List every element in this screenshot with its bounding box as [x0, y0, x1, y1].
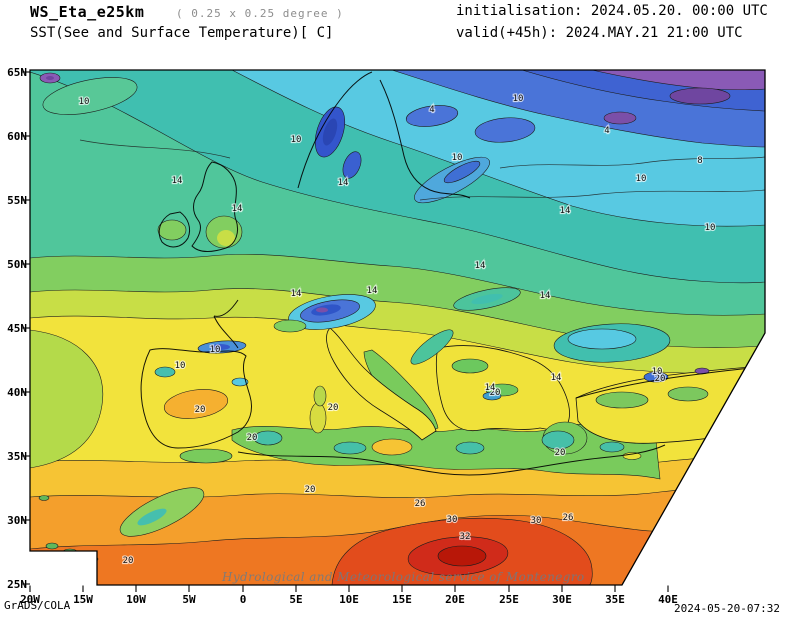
svg-text:4: 4 — [429, 105, 434, 115]
svg-text:14: 14 — [560, 206, 571, 216]
model-title: WS_Eta_e25km — [30, 3, 145, 21]
svg-text:20W: 20W — [20, 593, 40, 606]
svg-text:10: 10 — [452, 153, 463, 163]
svg-text:20: 20 — [328, 403, 339, 413]
svg-text:20: 20 — [305, 485, 316, 495]
svg-text:5W: 5W — [182, 593, 196, 606]
svg-text:4: 4 — [604, 126, 609, 136]
svg-text:14: 14 — [232, 204, 243, 214]
svg-text:5E: 5E — [289, 593, 302, 606]
svg-text:20: 20 — [655, 374, 666, 384]
svg-text:14: 14 — [291, 289, 302, 299]
svg-text:14: 14 — [172, 176, 183, 186]
axis-ticks — [22, 71, 669, 592]
svg-text:10: 10 — [513, 94, 524, 104]
svg-text:10: 10 — [79, 97, 90, 107]
svg-text:20: 20 — [555, 448, 566, 458]
axis-labels: 20W 15W 10W 5W 0 5E 10E 15E 20E 25E 30E 35E 40E 65N 60… — [7, 66, 678, 606]
coastlines — [140, 71, 765, 476]
svg-text:60N: 60N — [7, 130, 27, 143]
svg-text:20: 20 — [490, 388, 501, 398]
svg-text:55N: 55N — [7, 194, 27, 207]
svg-text:32: 32 — [460, 532, 471, 542]
svg-text:30: 30 — [447, 515, 458, 525]
svg-text:10: 10 — [210, 345, 221, 355]
svg-text:14: 14 — [367, 286, 378, 296]
initialisation-time: initialisation: 2024.05.20. 00:00 UTC — [456, 3, 768, 19]
grads-credit: GrADS/COLA — [4, 599, 71, 612]
svg-text:26: 26 — [563, 513, 574, 523]
svg-text:25E: 25E — [499, 593, 519, 606]
svg-text:10: 10 — [291, 135, 302, 145]
svg-text:10: 10 — [175, 361, 186, 371]
svg-text:30E: 30E — [552, 593, 572, 606]
svg-text:25N: 25N — [7, 578, 27, 591]
svg-text:15W: 15W — [73, 593, 93, 606]
svg-text:14: 14 — [485, 383, 496, 393]
model-resolution: ( 0.25 x 0.25 degree ) — [176, 7, 344, 20]
svg-text:10: 10 — [652, 367, 663, 377]
svg-text:15E: 15E — [392, 593, 412, 606]
svg-text:20: 20 — [195, 405, 206, 415]
svg-text:30: 30 — [531, 516, 542, 526]
generation-timestamp: 2024-05-20-07:32 — [674, 602, 780, 615]
svg-text:14: 14 — [338, 178, 349, 188]
valid-time: valid(+45h): 2024.MAY.21 21:00 UTC — [456, 25, 743, 41]
svg-text:14: 14 — [551, 373, 562, 383]
watermark: Hydrological and Meteorological service … — [222, 570, 585, 584]
svg-text:10E: 10E — [339, 593, 359, 606]
svg-text:40E: 40E — [658, 593, 678, 606]
svg-text:10: 10 — [636, 174, 647, 184]
svg-text:26: 26 — [415, 499, 426, 509]
svg-text:50N: 50N — [7, 258, 27, 271]
svg-text:10W: 10W — [126, 593, 146, 606]
svg-text:45N: 45N — [7, 322, 27, 335]
svg-text:35E: 35E — [605, 593, 625, 606]
svg-text:20: 20 — [123, 556, 134, 566]
map-frame — [29, 69, 766, 586]
svg-text:35N: 35N — [7, 450, 27, 463]
svg-text:0: 0 — [240, 593, 247, 606]
svg-text:20E: 20E — [445, 593, 465, 606]
svg-text:40N: 40N — [7, 386, 27, 399]
svg-text:30N: 30N — [7, 514, 27, 527]
temperature-field — [30, 70, 765, 585]
svg-text:14: 14 — [475, 261, 486, 271]
svg-text:20: 20 — [247, 433, 258, 443]
svg-text:8: 8 — [697, 156, 702, 166]
svg-text:10: 10 — [705, 223, 716, 233]
svg-text:14: 14 — [540, 291, 551, 301]
svg-text:65N: 65N — [7, 66, 27, 79]
field-title: SST(See and Surface Temperature)[ C] — [30, 25, 334, 41]
